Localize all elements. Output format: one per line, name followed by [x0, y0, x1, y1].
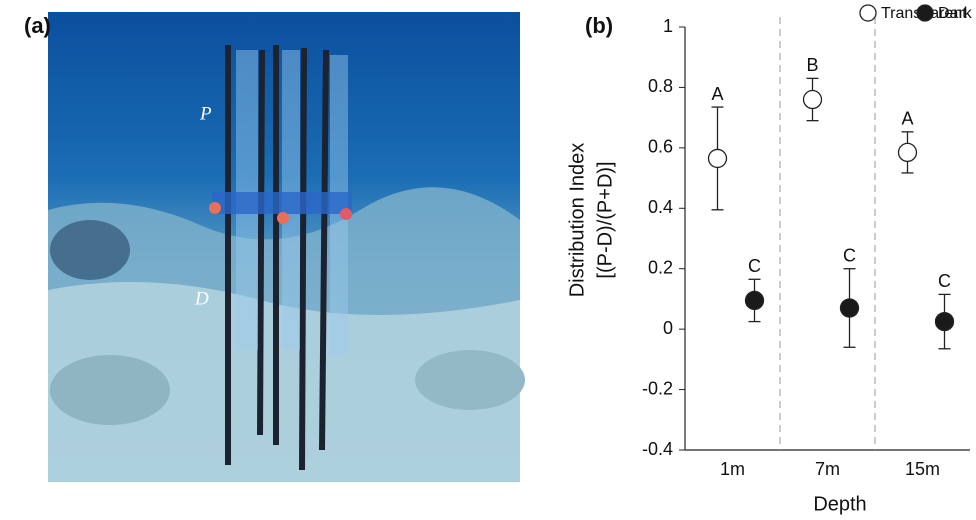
- point: [707, 148, 728, 169]
- x-tick-label: 15m: [905, 459, 940, 479]
- y-tick-label: 0.6: [648, 137, 673, 157]
- point: [744, 290, 765, 311]
- point: [897, 142, 918, 163]
- point: [802, 89, 823, 110]
- legend-marker: [859, 4, 877, 22]
- point: [934, 311, 955, 332]
- x-tick-label: 1m: [720, 459, 745, 479]
- y-tick-label: 0.8: [648, 76, 673, 96]
- y-tick-label: 1: [663, 16, 673, 36]
- y-axis-label: [(P-D)/(P+D)]: [594, 161, 616, 278]
- legend-label: Dark: [938, 5, 973, 22]
- y-tick-label: -0.2: [642, 378, 673, 398]
- y-tick-label: 0: [663, 318, 673, 338]
- group-letter: A: [711, 84, 723, 104]
- photo: (a) P D: [24, 12, 525, 483]
- point: [839, 298, 860, 318]
- photo-annotation: P: [199, 103, 212, 124]
- x-tick-label: 7m: [815, 459, 840, 479]
- group-letter: A: [901, 109, 913, 129]
- y-tick-label: 0.2: [648, 257, 673, 277]
- group-letter: B: [806, 55, 818, 75]
- y-axis-label: Distribution Index: [566, 143, 588, 298]
- x-axis-label: Depth: [813, 493, 866, 515]
- panel-label: (b): [585, 13, 613, 38]
- group-letter: C: [938, 271, 951, 291]
- panel-label: (a): [24, 13, 51, 38]
- group-letter: C: [748, 256, 761, 276]
- photo-annotation: D: [194, 288, 209, 309]
- legend-marker: [916, 4, 934, 22]
- group-letter: C: [843, 245, 856, 265]
- y-tick-label: 0.4: [648, 197, 673, 217]
- y-tick-label: -0.4: [642, 439, 673, 459]
